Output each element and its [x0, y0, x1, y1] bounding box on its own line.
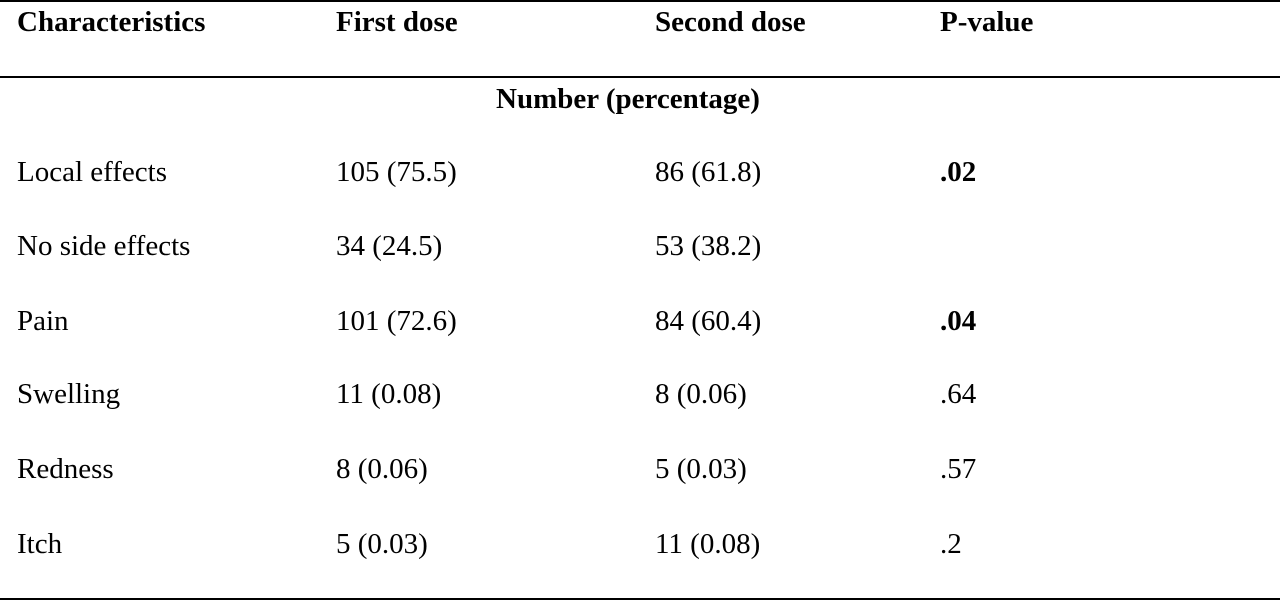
row-p-value: .57	[940, 453, 977, 485]
row-first-dose: 105 (75.5)	[336, 156, 457, 188]
header-p-value: P-value	[940, 6, 1034, 38]
row-characteristic: Swelling	[17, 378, 121, 410]
row-first-dose: 11 (0.08)	[336, 378, 442, 410]
header-first-dose: First dose	[336, 6, 458, 38]
table-subheader: Number (percentage)	[496, 83, 760, 115]
row-second-dose: 8 (0.06)	[655, 378, 747, 410]
row-second-dose: 5 (0.03)	[655, 453, 747, 485]
header-characteristics: Characteristics	[17, 6, 206, 38]
row-p-value: .2	[940, 528, 962, 560]
row-p-value: .04	[940, 305, 977, 337]
row-first-dose: 34 (24.5)	[336, 230, 443, 262]
row-second-dose: 53 (38.2)	[655, 230, 762, 262]
row-first-dose: 101 (72.6)	[336, 305, 457, 337]
header-second-dose: Second dose	[655, 6, 806, 38]
header-bottom-rule	[0, 76, 1280, 78]
row-second-dose: 11 (0.08)	[655, 528, 761, 560]
row-characteristic: No side effects	[17, 230, 191, 262]
row-p-value: .64	[940, 378, 977, 410]
row-characteristic: Redness	[17, 453, 114, 485]
row-first-dose: 8 (0.06)	[336, 453, 428, 485]
table-top-rule	[0, 0, 1280, 2]
row-p-value: .02	[940, 156, 977, 188]
row-characteristic: Itch	[17, 528, 63, 560]
row-second-dose: 86 (61.8)	[655, 156, 762, 188]
table-bottom-rule	[0, 598, 1280, 600]
row-second-dose: 84 (60.4)	[655, 305, 762, 337]
row-characteristic: Pain	[17, 305, 69, 337]
row-first-dose: 5 (0.03)	[336, 528, 428, 560]
row-characteristic: Local effects	[17, 156, 168, 188]
